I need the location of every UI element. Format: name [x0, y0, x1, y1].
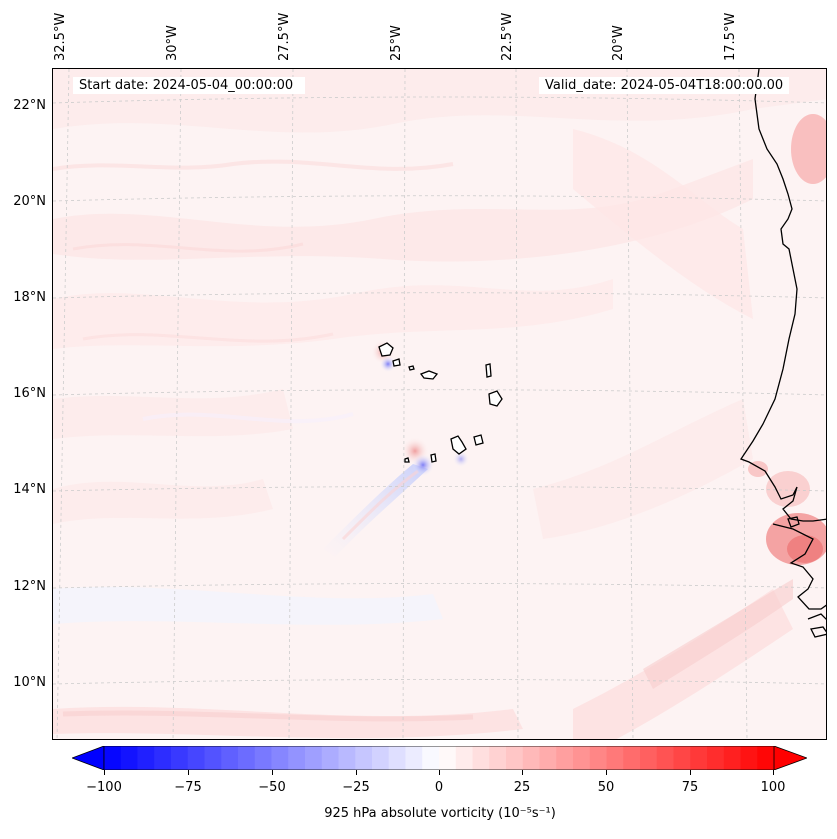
colorbar-step: [104, 746, 122, 770]
latitude-label: 12°N: [13, 579, 46, 594]
valid-date-label: Valid_date: 2024-05-04T18:00:00.00: [539, 77, 790, 94]
colorbar-step: [171, 746, 189, 770]
colorbar-step: [355, 746, 373, 770]
colorbar-step: [388, 746, 406, 770]
longitude-label: 22.5°W: [500, 12, 515, 61]
longitude-label: 32.5°W: [53, 12, 68, 61]
colorbar-step: [221, 746, 239, 770]
latitude-label: 22°N: [13, 98, 46, 113]
colorbar-step: [288, 746, 306, 770]
colorbar-step: [321, 746, 339, 770]
colorbar-step: [489, 746, 507, 770]
longitude-label: 27.5°W: [277, 12, 292, 61]
colorbar-step: [606, 746, 624, 770]
colorbar-tickmark: [104, 770, 105, 775]
colorbar-tick-label: 0: [434, 780, 444, 795]
colorbar-step: [137, 746, 155, 770]
colorbar-step: [238, 746, 256, 770]
colorbar-step: [589, 746, 607, 770]
colorbar: [70, 745, 809, 771]
colorbar-tickmark: [439, 770, 440, 775]
colorbar-step: [187, 746, 205, 770]
colorbar-step: [338, 746, 356, 770]
longitude-label: 17.5°W: [723, 12, 738, 61]
colorbar-step: [439, 746, 457, 770]
colorbar-label: 925 hPa absolute vorticity (10⁻⁵s⁻¹): [324, 806, 556, 821]
colorbar-tick-label: 25: [513, 780, 531, 795]
colorbar-step: [673, 746, 691, 770]
colorbar-step: [757, 746, 775, 770]
colorbar-step: [305, 746, 323, 770]
colorbar-step: [539, 746, 557, 770]
gridlines: [53, 69, 826, 739]
colorbar-tickmark: [522, 770, 523, 775]
colorbar-tickmark: [356, 770, 357, 775]
longitude-label: 20°W: [611, 25, 626, 61]
colorbar-step: [271, 746, 289, 770]
latitude-label: 10°N: [13, 675, 46, 690]
african-coastline: [740, 69, 826, 638]
colorbar-tick-label: 75: [681, 780, 699, 795]
start-date-label: Start date: 2024-05-04_00:00:00: [73, 77, 305, 94]
colorbar-tickmark: [773, 770, 774, 775]
colorbar-step: [623, 746, 641, 770]
colorbar-tickmark: [188, 770, 189, 775]
colorbar-step: [422, 746, 440, 770]
colorbar-tick-label: −25: [342, 780, 370, 795]
colorbar-step: [372, 746, 390, 770]
colorbar-step: [472, 746, 490, 770]
colorbar-bar: [70, 745, 809, 771]
latitude-label: 18°N: [13, 290, 46, 305]
colorbar-step: [455, 746, 473, 770]
colorbar-tick-label: 100: [760, 780, 786, 795]
cape-verde-islands: [378, 342, 503, 463]
latitude-label: 14°N: [13, 482, 46, 497]
colorbar-step: [120, 746, 138, 770]
colorbar-tickmark: [690, 770, 691, 775]
colorbar-step: [204, 746, 222, 770]
colorbar-tick-label: 50: [597, 780, 615, 795]
longitude-label: 30°W: [165, 25, 180, 61]
colorbar-step: [254, 746, 272, 770]
colorbar-tick-label: −75: [174, 780, 202, 795]
colorbar-tickmark: [606, 770, 607, 775]
colorbar-step: [154, 746, 172, 770]
latitude-label: 20°N: [13, 194, 46, 209]
colorbar-step: [405, 746, 423, 770]
vorticity-map[interactable]: Start date: 2024-05-04_00:00:00 Valid_da…: [52, 68, 827, 740]
colorbar-step: [707, 746, 725, 770]
longitude-label: 25°W: [389, 25, 404, 61]
latitude-label: 16°N: [13, 386, 46, 401]
colorbar-step: [690, 746, 708, 770]
map-canvas: [53, 69, 826, 739]
colorbar-step: [522, 746, 540, 770]
colorbar-step: [573, 746, 591, 770]
colorbar-tickmark: [272, 770, 273, 775]
colorbar-tick-label: −100: [86, 780, 122, 795]
colorbar-step: [740, 746, 758, 770]
colorbar-step: [556, 746, 574, 770]
colorbar-step: [656, 746, 674, 770]
colorbar-tick-label: −50: [258, 780, 286, 795]
vorticity-field: [53, 69, 826, 739]
colorbar-step: [723, 746, 741, 770]
colorbar-step: [640, 746, 658, 770]
colorbar-step: [506, 746, 524, 770]
